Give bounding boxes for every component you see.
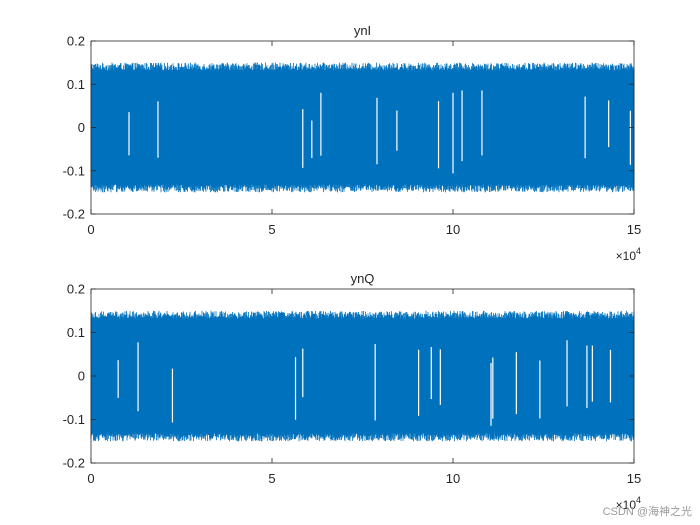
x-tick-label: 0 [87,471,94,486]
signal-series-line [90,62,635,193]
y-tick-label: 0.1 [67,325,85,340]
x-exponent-power: 4 [636,495,641,505]
y-tick-label: 0 [78,120,85,135]
y-tick-label: 0.2 [67,34,85,49]
x-exponent-label: ×10 [616,249,637,263]
x-tick-label: 0 [87,222,94,237]
x-exponent-power: 4 [636,246,641,256]
y-tick-label: -0.1 [63,412,85,427]
x-tick-label: 10 [446,471,460,486]
csdn-watermark: CSDN @海神之光 [602,506,692,518]
x-tick-label: 15 [627,471,641,486]
x-tick-label: 5 [268,471,275,486]
subplot-ynQ: 0 5 10 15 -0.2 -0.1 0 0.1 0.2 ynQ ×10 4 [63,271,642,512]
subplot-ynI: 0 5 10 15 -0.2 -0.1 0 0.1 0.2 ynI ×10 4 [63,23,642,263]
y-tick-label: 0.1 [67,77,85,92]
x-tick-label: 5 [268,222,275,237]
y-tick-label: -0.2 [63,207,85,222]
y-tick-label: 0.2 [67,282,85,297]
x-exponent-label: ×10 [616,498,637,512]
y-tick-label: 0 [78,369,85,384]
x-tick-label: 10 [446,222,460,237]
axes-title: ynI [354,23,371,38]
y-tick-label: -0.1 [63,163,85,178]
axes-title: ynQ [351,271,375,286]
x-tick-label: 15 [627,222,641,237]
y-tick-label: -0.2 [63,456,85,471]
